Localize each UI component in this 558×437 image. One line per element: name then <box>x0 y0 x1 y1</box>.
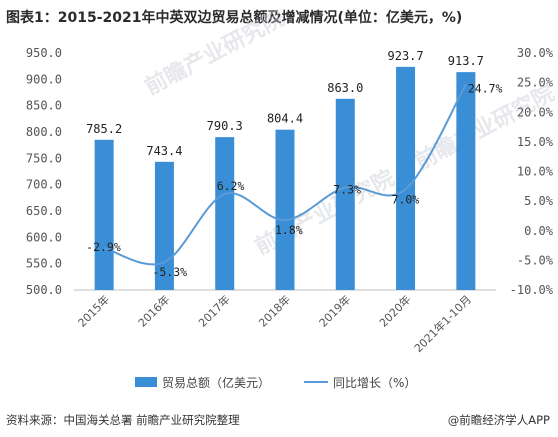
y-right-tick-label: -5.0% <box>517 253 554 267</box>
y-axis-left: 500.0 550.0 600.0 650.0 700.0 750.0 800.0 850.0… <box>26 46 62 297</box>
x-tick-label: 2017年 <box>195 292 232 329</box>
y-left-tick-label: 850.0 <box>26 99 62 113</box>
bar <box>94 139 114 290</box>
y-left-tick-label: 900.0 <box>26 72 62 86</box>
credit-note: @前瞻经济学人APP <box>447 413 550 427</box>
x-tick-label: 2016年 <box>135 292 172 329</box>
line-value-label: 7.0% <box>392 192 420 206</box>
y-left-tick-label: 550.0 <box>26 257 62 271</box>
bar-value-label: 790.3 <box>207 119 243 133</box>
y-right-tick-label: 25.0% <box>517 76 554 90</box>
y-left-tick-label: 750.0 <box>26 151 62 165</box>
y-left-tick-label: 500.0 <box>26 283 62 297</box>
y-right-tick-label: -10.0% <box>510 283 554 297</box>
legend-label-bar: 贸易总额（亿美元） <box>162 375 270 390</box>
bar <box>154 161 174 290</box>
bar-value-label: 913.7 <box>448 54 484 68</box>
y-left-tick-label: 650.0 <box>26 204 62 218</box>
line-value-label: 7.3% <box>333 182 361 196</box>
line-value-label: -5.3% <box>152 265 187 279</box>
x-tick-label: 2020年 <box>376 292 413 329</box>
line-value-label: 24.7% <box>468 81 503 95</box>
y-left-tick-label: 950.0 <box>26 46 62 60</box>
y-right-tick-label: 5.0% <box>524 194 554 208</box>
x-tick-label: 2019年 <box>316 292 353 329</box>
bar <box>335 98 355 290</box>
bar <box>456 72 476 290</box>
legend-swatch-bar <box>135 377 157 387</box>
line-series: -2.9% -5.3% 6.2% 1.8% 7.3% 7.0% 24.7% <box>86 81 502 279</box>
line-value-label: 6.2% <box>217 179 245 193</box>
y-left-tick-label: 600.0 <box>26 230 62 244</box>
line-value-label: -2.9% <box>86 240 121 254</box>
y-right-tick-label: 10.0% <box>517 165 554 179</box>
bar <box>275 129 295 290</box>
bar-value-label: 863.0 <box>327 81 363 95</box>
legend-label-line: 同比增长（%） <box>333 376 416 390</box>
bar-value-label: 743.4 <box>146 144 182 158</box>
bar-series: 785.2 743.4 790.3 804.4 863.0 923.7 913.7 <box>86 49 484 290</box>
chart-title: 图表1：2015-2021年中英双边贸易总额及增减情况(单位：亿美元，%) <box>6 10 463 26</box>
watermark-text: 前瞻产业研究院 <box>251 165 399 260</box>
x-tick-label: 2018年 <box>256 292 293 329</box>
line-value-label: 1.8% <box>275 223 303 237</box>
growth-line <box>103 83 467 266</box>
bar <box>215 137 235 290</box>
y-left-tick-label: 700.0 <box>26 178 62 192</box>
y-left-tick-label: 800.0 <box>26 125 62 139</box>
y-right-tick-label: 0.0% <box>524 224 554 238</box>
watermark-text: 前瞻产业研究院 <box>141 5 289 100</box>
x-tick-label: 2021年1-10月 <box>411 292 474 355</box>
y-axis-right: -10.0% -5.0% 0.0% 5.0% 10.0% 15.0% 20.0% 25.0% 3… <box>510 46 554 297</box>
x-tick-label: 2015年 <box>75 292 112 329</box>
bar-value-label: 923.7 <box>388 49 424 63</box>
bar-value-label: 785.2 <box>86 122 122 136</box>
y-right-tick-label: 15.0% <box>517 135 554 149</box>
source-note: 资料来源：中国海关总署 前瞻产业研究院整理 <box>6 413 240 427</box>
legend: 贸易总额（亿美元） 同比增长（%） <box>135 375 416 390</box>
y-right-tick-label: 20.0% <box>517 105 554 119</box>
y-right-tick-label: 30.0% <box>517 46 554 60</box>
bar <box>396 66 416 290</box>
bar-value-label: 804.4 <box>267 112 303 126</box>
